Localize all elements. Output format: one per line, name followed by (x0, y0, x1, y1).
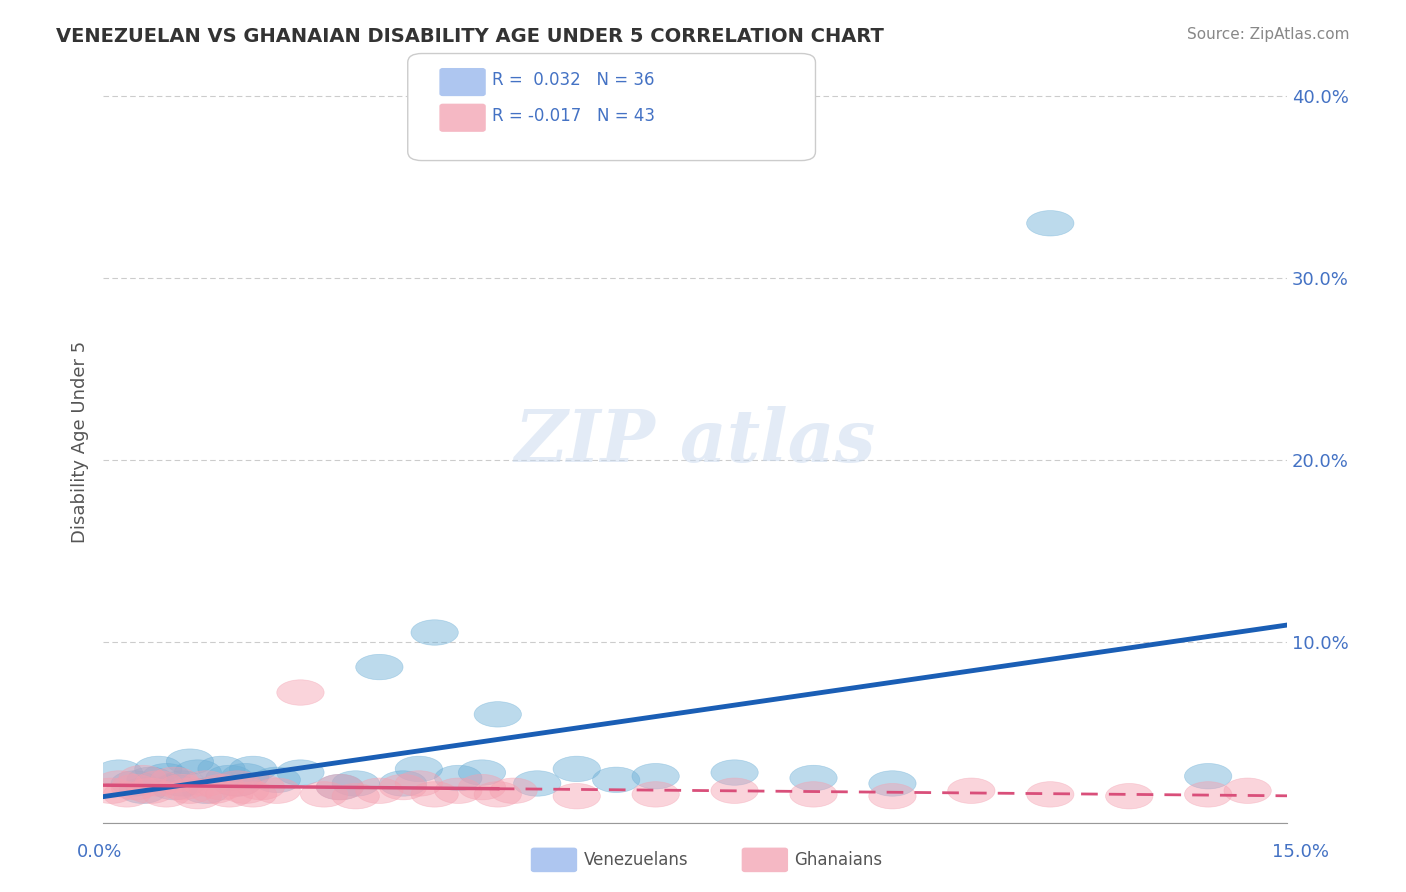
Ellipse shape (214, 771, 262, 797)
Ellipse shape (166, 778, 214, 804)
Ellipse shape (238, 774, 284, 800)
Ellipse shape (711, 778, 758, 804)
Y-axis label: Disability Age Under 5: Disability Age Under 5 (72, 341, 89, 542)
Ellipse shape (205, 765, 253, 790)
Ellipse shape (198, 774, 245, 800)
Ellipse shape (150, 774, 198, 800)
Ellipse shape (395, 771, 443, 797)
Ellipse shape (111, 774, 159, 800)
Ellipse shape (1184, 764, 1232, 789)
Ellipse shape (458, 774, 506, 800)
Ellipse shape (411, 620, 458, 645)
Text: Ghanaians: Ghanaians (794, 851, 883, 869)
Ellipse shape (1225, 778, 1271, 804)
Text: R =  0.032   N = 36: R = 0.032 N = 36 (492, 71, 655, 89)
Ellipse shape (332, 771, 380, 797)
Ellipse shape (356, 778, 404, 804)
Ellipse shape (316, 774, 364, 800)
Text: R = -0.017   N = 43: R = -0.017 N = 43 (492, 107, 655, 125)
Ellipse shape (166, 749, 214, 774)
Ellipse shape (380, 774, 427, 800)
Ellipse shape (1105, 783, 1153, 809)
Ellipse shape (229, 756, 277, 781)
Ellipse shape (458, 760, 506, 785)
Ellipse shape (790, 765, 837, 790)
Ellipse shape (301, 781, 347, 807)
Ellipse shape (159, 771, 205, 797)
Ellipse shape (253, 778, 301, 804)
Ellipse shape (474, 781, 522, 807)
Ellipse shape (181, 778, 229, 804)
Ellipse shape (135, 756, 181, 781)
Ellipse shape (356, 655, 404, 680)
Ellipse shape (142, 781, 190, 807)
Ellipse shape (150, 767, 198, 793)
Ellipse shape (631, 764, 679, 789)
Ellipse shape (395, 756, 443, 781)
Ellipse shape (869, 771, 917, 797)
Ellipse shape (174, 783, 222, 809)
Ellipse shape (135, 771, 181, 797)
Ellipse shape (948, 778, 995, 804)
Ellipse shape (513, 771, 561, 797)
Ellipse shape (103, 781, 150, 807)
Ellipse shape (277, 680, 325, 706)
Ellipse shape (159, 774, 205, 800)
Ellipse shape (316, 774, 364, 800)
Ellipse shape (790, 781, 837, 807)
Ellipse shape (411, 781, 458, 807)
Ellipse shape (253, 767, 301, 793)
Text: 0.0%: 0.0% (77, 843, 122, 861)
Ellipse shape (592, 767, 640, 793)
Ellipse shape (553, 783, 600, 809)
Ellipse shape (631, 781, 679, 807)
Ellipse shape (205, 781, 253, 807)
Ellipse shape (711, 760, 758, 785)
Text: VENEZUELAN VS GHANAIAN DISABILITY AGE UNDER 5 CORRELATION CHART: VENEZUELAN VS GHANAIAN DISABILITY AGE UN… (56, 27, 884, 45)
Ellipse shape (869, 783, 917, 809)
Ellipse shape (434, 765, 482, 790)
Ellipse shape (127, 778, 174, 804)
Text: 15.0%: 15.0% (1271, 843, 1329, 861)
Ellipse shape (489, 778, 537, 804)
Ellipse shape (222, 778, 269, 804)
Ellipse shape (120, 765, 166, 790)
Ellipse shape (222, 764, 269, 789)
Ellipse shape (96, 760, 142, 785)
Ellipse shape (229, 781, 277, 807)
Ellipse shape (332, 783, 380, 809)
Ellipse shape (174, 760, 222, 785)
Ellipse shape (553, 756, 600, 781)
Ellipse shape (198, 756, 245, 781)
Ellipse shape (1184, 781, 1232, 807)
Text: Source: ZipAtlas.com: Source: ZipAtlas.com (1187, 27, 1350, 42)
Ellipse shape (277, 760, 325, 785)
Ellipse shape (181, 771, 229, 797)
Ellipse shape (214, 771, 262, 797)
Ellipse shape (1026, 211, 1074, 236)
Ellipse shape (474, 702, 522, 727)
Ellipse shape (120, 778, 166, 804)
Ellipse shape (111, 771, 159, 797)
Text: ZIP atlas: ZIP atlas (515, 406, 876, 477)
Ellipse shape (190, 778, 238, 804)
Ellipse shape (142, 764, 190, 789)
Ellipse shape (380, 771, 427, 797)
Ellipse shape (87, 778, 135, 804)
Ellipse shape (96, 771, 142, 797)
Ellipse shape (434, 778, 482, 804)
Text: Venezuelans: Venezuelans (583, 851, 688, 869)
Ellipse shape (1026, 781, 1074, 807)
Ellipse shape (127, 767, 174, 793)
